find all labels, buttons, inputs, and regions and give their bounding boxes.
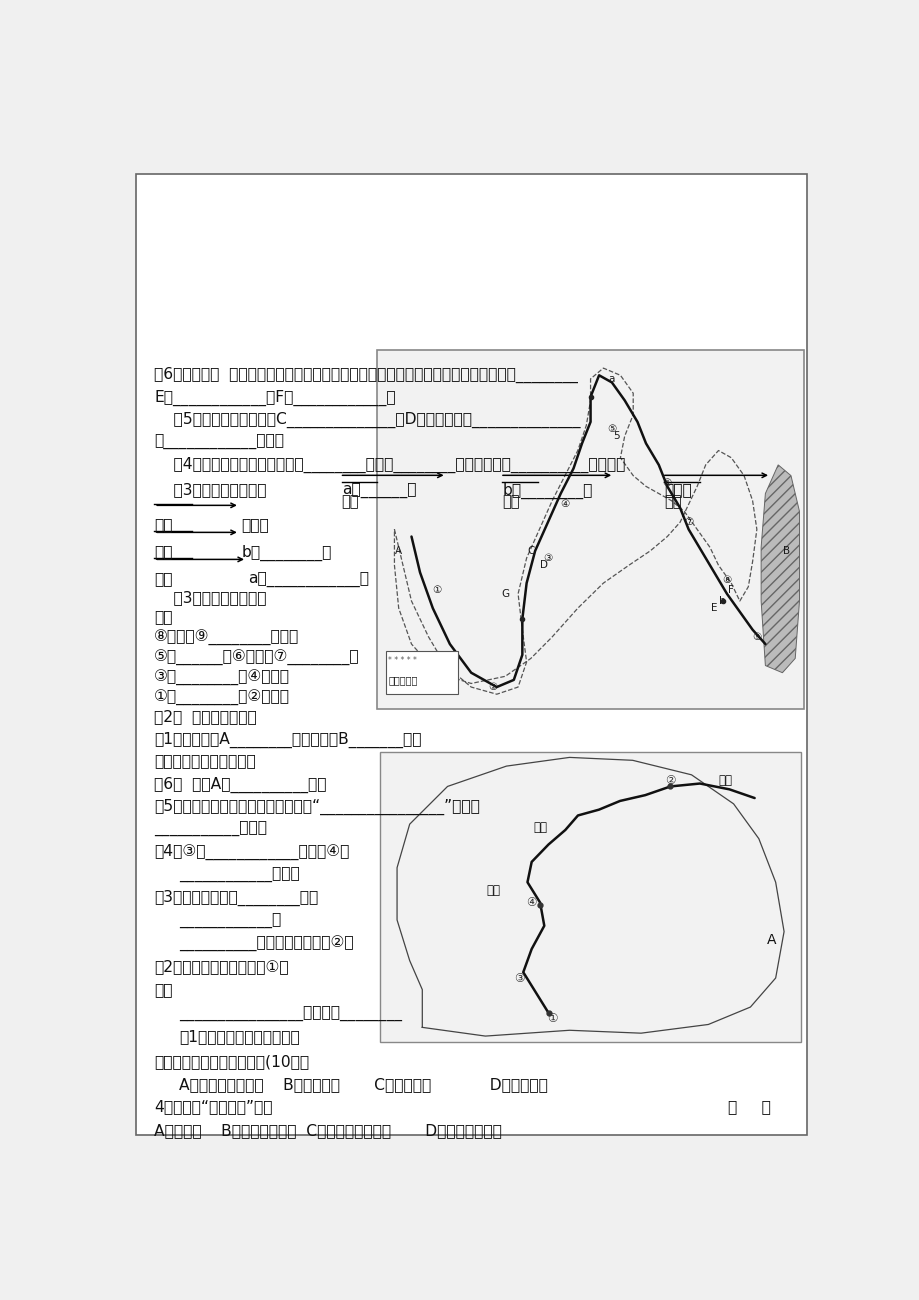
FancyBboxPatch shape [380,751,800,1041]
Text: （4）干流流经地形区：上游：________高原、________高原；中游：__________高原；下: （4）干流流经地形区：上游：________高原、________高原；中游：_… [154,456,625,472]
Text: G: G [501,589,509,599]
Text: ___________平原。: ___________平原。 [154,820,267,836]
FancyBboxPatch shape [377,350,803,708]
Text: ③：________；④：宁；: ③：________；④：宁； [154,670,289,685]
Text: ________________山，流入________: ________________山，流入________ [179,1006,402,1021]
Text: 上游: 上游 [154,572,173,586]
Text: ②: ② [664,774,675,786]
Text: A: A [766,933,776,948]
Text: E：____________；F：____________。: E：____________；F：____________。 [154,390,395,407]
Text: 兰州: 兰州 [532,820,547,833]
Text: 入海口: 入海口 [241,517,268,533]
Text: （6）水能开发  水能资源主要集中在上、中游，利用黄河水修渠灌溉，使宁夏平原成为________: （6）水能开发 水能资源主要集中在上、中游，利用黄河水修渠灌溉，使宁夏平原成为_… [154,367,577,384]
Text: 游____________平原。: 游____________平原。 [154,434,284,450]
Text: （3）黄河泥沙来自________游的: （3）黄河泥沙来自________游的 [154,889,318,906]
Text: __________，中、下游的分界②是: __________，中、下游的分界②是 [179,936,354,952]
Text: 郑州: 郑州 [718,774,732,786]
Text: （     ）: （ ） [728,1098,770,1114]
Text: ____________。: ____________。 [179,913,281,928]
Text: 下游: 下游 [154,517,173,533]
Text: （1）黄河发源于青藏高原的: （1）黄河发源于青藏高原的 [179,1028,300,1044]
Text: （1）、发源于A________山脉，注入B_______海。: （1）、发源于A________山脉，注入B_______海。 [154,732,421,748]
Polygon shape [760,465,799,672]
Text: ③: ③ [513,971,524,984]
Text: A、引黄淤    B、加固黄河大堤  C、全流域综合开发       D、中游水土保持: A、引黄淤 B、加固黄河大堤 C、全流域综合开发 D、中游水土保持 [154,1123,502,1138]
Text: 5: 5 [612,432,618,441]
Text: F: F [728,585,733,595]
Text: ②: ② [487,682,496,692]
FancyBboxPatch shape [385,651,458,694]
Text: b（________）: b（________） [241,545,331,560]
Text: 中游: 中游 [154,545,173,559]
Text: 上游: 上游 [341,494,358,510]
Text: b（________）: b（________） [502,482,592,498]
Text: 二、读图，回答下列问题。(10分）: 二、读图，回答下列问题。(10分） [154,1054,309,1069]
Text: a（____________）: a（____________） [248,572,369,586]
Text: * * * * *: * * * * * [388,656,416,666]
Text: （2）黄河上、中游的分界①是: （2）黄河上、中游的分界①是 [154,959,289,974]
Text: a: a [608,374,615,384]
Text: a（______）: a（______） [341,482,415,498]
Text: b: b [719,595,725,606]
Text: 4、被誉为“塞上江南”的是: 4、被誉为“塞上江南”的是 [154,1098,272,1114]
Text: ⑤: ⑤ [607,424,616,434]
Text: ①：________；②：川；: ①：________；②：川； [154,689,289,706]
FancyBboxPatch shape [136,174,806,1135]
Text: 入海口: 入海口 [664,482,691,498]
Text: ⑨: ⑨ [752,632,761,642]
Text: ①: ① [547,1013,557,1026]
Text: ⑧: ⑧ [721,575,731,585]
Text: 海。: 海。 [154,982,173,997]
Text: （3）河段划分：源头: （3）河段划分：源头 [154,590,267,606]
Text: E: E [710,603,717,614]
Text: （2）  干流流经省区：: （2） 干流流经省区： [154,710,256,724]
Text: C: C [527,546,534,556]
Text: 中游: 中游 [502,494,519,510]
Text: 下游: 下游 [664,494,681,510]
Text: （3）河段划分：源头: （3）河段划分：源头 [154,482,267,498]
Text: ①: ① [432,585,441,595]
Text: D: D [539,560,547,571]
Text: （4）③是____________平原，④是: （4）③是____________平原，④是 [154,844,349,859]
Text: ④: ④ [560,499,569,510]
Text: （5）黄河进入下游平原后，就变成了“________________”形态。: （5）黄河进入下游平原后，就变成了“________________”形态。 [154,798,480,815]
Text: A: A [395,546,402,556]
Text: ⑤：______；⑥：晋；⑦________；: ⑤：______；⑥：晋；⑦________； [154,650,359,666]
Text: ⑧：豫；⑨________。（简: ⑧：豫；⑨________。（简 [154,629,300,646]
Text: A、长江中下游平原    B、华北平原       C、宁夏平原            D、四川盆地: A、长江中下游平原 B、华北平原 C、宁夏平原 D、四川盆地 [179,1076,548,1092]
Text: B: B [782,546,789,556]
Text: （6）  图中A为__________海。: （6） 图中A为__________海。 [154,776,326,793]
Text: 银川: 银川 [486,884,500,897]
Text: （5）主要支流：上游：C______________，D洮河；中游：______________: （5）主要支流：上游：C______________，D洮河；中游：______… [154,412,580,429]
Text: 黄河流域界: 黄河流域界 [388,676,417,685]
Text: 称）: 称） [154,610,173,624]
Text: ③: ③ [543,552,552,563]
Text: ____________高原。: ____________高原。 [179,867,300,881]
Text: ⑥: ⑥ [662,478,671,488]
Text: 三、读图完成下列问题：: 三、读图完成下列问题： [154,754,255,768]
Text: ⑦: ⑦ [683,517,693,528]
Text: ④: ④ [526,896,537,909]
